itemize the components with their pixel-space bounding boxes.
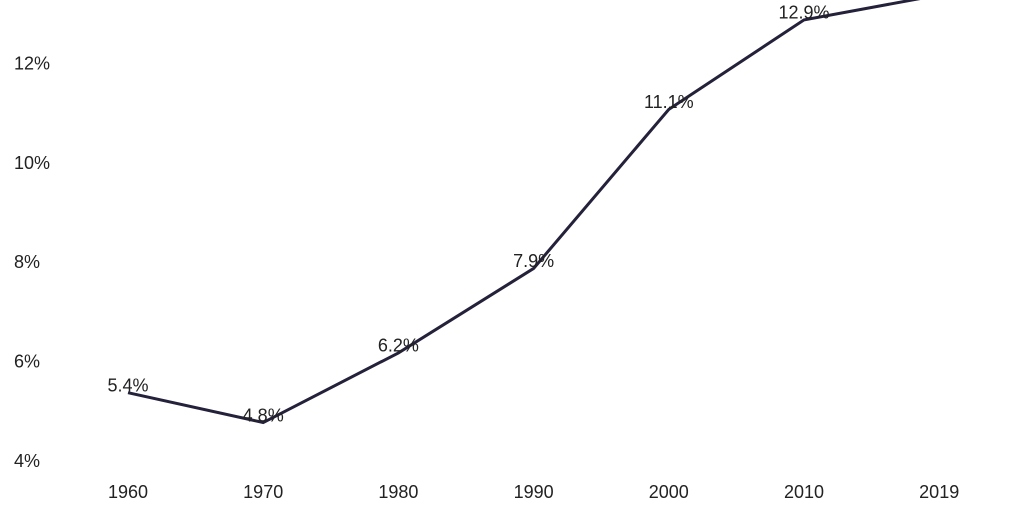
y-tick-label: 8% bbox=[14, 252, 40, 272]
x-tick-label: 2000 bbox=[649, 482, 689, 502]
x-tick-label: 1990 bbox=[514, 482, 554, 502]
line bbox=[127, 0, 921, 425]
y-tick-label: 12% bbox=[14, 53, 50, 73]
x-tick-label: 2019 bbox=[919, 482, 959, 502]
x-tick-label: 1960 bbox=[108, 482, 148, 502]
data-label: 4.8% bbox=[243, 405, 284, 425]
x-tick-label: 2010 bbox=[784, 482, 824, 502]
data-label: 5.4% bbox=[107, 375, 148, 395]
x-tick-label: 1970 bbox=[243, 482, 283, 502]
y-tick-label: 6% bbox=[14, 352, 40, 372]
data-label: 11.1% bbox=[644, 92, 694, 112]
x-tick-label: 1980 bbox=[378, 482, 418, 502]
y-tick-label: 10% bbox=[14, 153, 50, 173]
data-label: 6.2% bbox=[378, 336, 419, 356]
y-tick-label: 4% bbox=[14, 451, 40, 471]
data-label: 12.9% bbox=[778, 3, 829, 23]
data-label: 7.9% bbox=[513, 251, 554, 271]
